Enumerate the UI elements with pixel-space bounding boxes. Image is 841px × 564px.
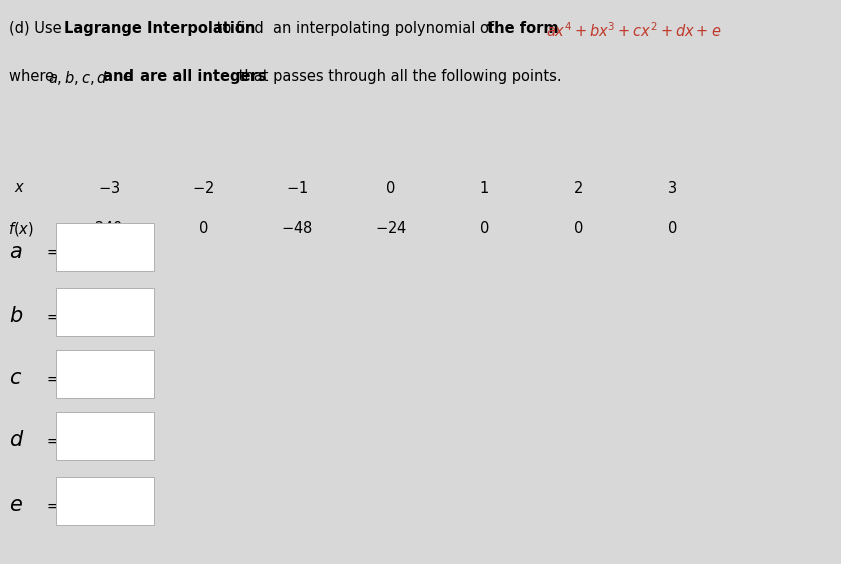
Text: the form: the form xyxy=(487,21,563,36)
Text: $=$: $=$ xyxy=(44,498,59,513)
Text: $a, b, c, d$: $a, b, c, d$ xyxy=(48,69,108,87)
FancyBboxPatch shape xyxy=(56,350,154,398)
Text: $3$: $3$ xyxy=(667,180,677,196)
Text: $ax^4 + bx^3 + cx^2 + dx + e$: $ax^4 + bx^3 + cx^2 + dx + e$ xyxy=(546,21,722,39)
Text: $0$: $0$ xyxy=(198,220,208,236)
FancyBboxPatch shape xyxy=(56,412,154,460)
FancyBboxPatch shape xyxy=(56,477,154,525)
Text: $0$: $0$ xyxy=(667,220,677,236)
Text: $0$: $0$ xyxy=(385,180,396,196)
Text: $\mathit{b}$: $\mathit{b}$ xyxy=(9,306,24,327)
Text: $0$: $0$ xyxy=(573,220,584,236)
Text: $-1$: $-1$ xyxy=(286,180,308,196)
Text: $\mathit{c}$: $\mathit{c}$ xyxy=(9,368,22,389)
Text: (d) Use: (d) Use xyxy=(9,21,66,36)
Text: $240$: $240$ xyxy=(94,220,124,236)
Text: Lagrange Interpolation: Lagrange Interpolation xyxy=(64,21,255,36)
Text: where: where xyxy=(9,69,59,84)
Text: $\mathit{d}$: $\mathit{d}$ xyxy=(9,430,24,451)
Text: $=$: $=$ xyxy=(44,244,59,259)
Text: $e$: $e$ xyxy=(122,69,132,84)
Text: $0$: $0$ xyxy=(479,220,489,236)
Text: are all integers: are all integers xyxy=(135,69,267,84)
Text: that passes through all the following points.: that passes through all the following po… xyxy=(235,69,562,84)
Text: $1$: $1$ xyxy=(479,180,489,196)
FancyBboxPatch shape xyxy=(56,223,154,271)
Text: $f(x)$: $f(x)$ xyxy=(8,220,34,238)
Text: $=$: $=$ xyxy=(44,433,59,448)
Text: and: and xyxy=(98,69,139,84)
Text: to find  an interpolating polynomial of: to find an interpolating polynomial of xyxy=(212,21,499,36)
Text: $\mathit{a}$: $\mathit{a}$ xyxy=(9,241,23,262)
Text: $-3$: $-3$ xyxy=(98,180,120,196)
FancyBboxPatch shape xyxy=(56,288,154,336)
Text: $-2$: $-2$ xyxy=(192,180,214,196)
Text: $2$: $2$ xyxy=(574,180,583,196)
Text: $=$: $=$ xyxy=(44,371,59,386)
Text: $-24$: $-24$ xyxy=(374,220,406,236)
Text: $x$: $x$ xyxy=(13,180,24,196)
Text: $-48$: $-48$ xyxy=(281,220,313,236)
Text: $=$: $=$ xyxy=(44,309,59,324)
Text: $\mathit{e}$: $\mathit{e}$ xyxy=(9,495,23,515)
